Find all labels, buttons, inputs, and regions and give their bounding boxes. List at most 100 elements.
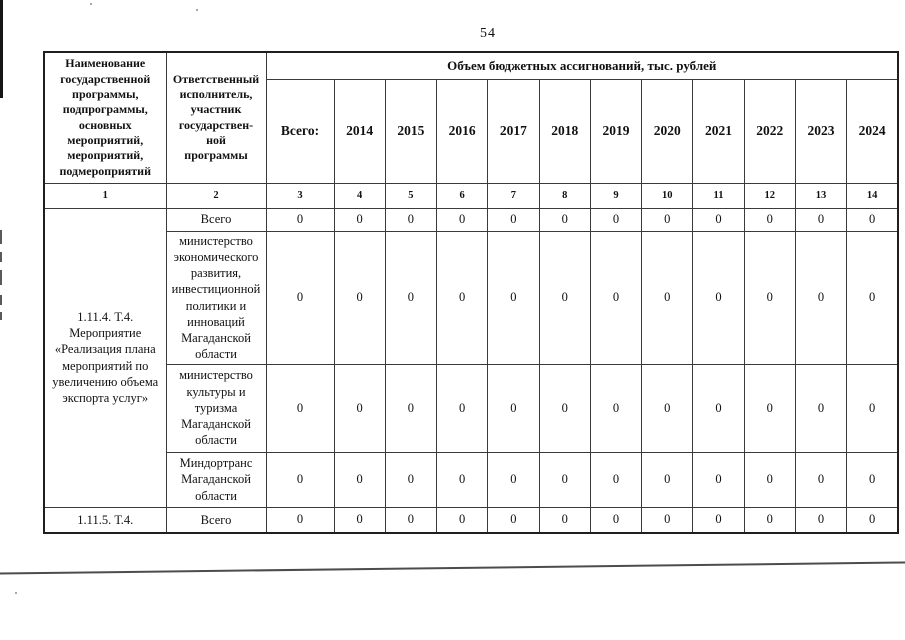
index-cell: 3 [265, 182, 335, 209]
value-cell: 0 [436, 207, 489, 232]
index-cell: 1 [43, 182, 167, 209]
value-cell: 0 [743, 230, 796, 365]
value-cell: 0 [743, 506, 796, 534]
value-cell: 0 [589, 363, 643, 453]
index-cell: 9 [589, 182, 643, 209]
scan-artifact-dash [0, 295, 2, 305]
budget-allocations-table: Наименование государственной программы, … [43, 51, 899, 534]
value-cell: 0 [265, 451, 335, 508]
value-cell: 0 [641, 230, 694, 365]
value-cell: 0 [487, 230, 540, 365]
header-program-column: Наименование государственной программы, … [43, 51, 167, 184]
value-cell: 0 [692, 506, 745, 534]
value-cell: 0 [384, 506, 438, 534]
header-year-2020: 2020 [641, 78, 694, 184]
value-cell: 0 [265, 506, 335, 534]
value-cell: 0 [589, 230, 643, 365]
value-cell: 0 [538, 230, 591, 365]
index-cell: 13 [794, 182, 848, 209]
value-cell: 0 [265, 230, 335, 365]
index-cell: 14 [846, 182, 899, 209]
value-cell: 0 [538, 506, 591, 534]
scan-artifact-dash [0, 312, 2, 320]
program-cell: 1.11.5. Т.4. [43, 506, 167, 534]
table-header-row-years: Всего: 2014 2015 2016 2017 2018 2019 202… [44, 78, 899, 184]
value-cell: 0 [384, 207, 438, 232]
value-cell: 0 [384, 230, 438, 365]
value-cell: 0 [846, 451, 899, 508]
header-year-2022: 2022 [743, 78, 796, 184]
value-cell: 0 [794, 207, 848, 232]
value-cell: 0 [846, 363, 899, 453]
value-cell: 0 [384, 451, 438, 508]
value-cell: 0 [333, 363, 386, 453]
executor-cell: министерство экономического развития, ин… [165, 230, 267, 365]
executor-cell: Всего [165, 207, 267, 232]
index-cell: 2 [165, 182, 267, 209]
value-cell: 0 [487, 451, 540, 508]
value-cell: 0 [794, 506, 848, 534]
value-cell: 0 [846, 506, 899, 534]
index-cell: 7 [487, 182, 540, 209]
table-index-row: 1 2 3 4 5 6 7 8 9 10 11 12 13 14 [43, 182, 899, 209]
executor-cell: Всего [165, 506, 267, 534]
value-cell: 0 [487, 207, 540, 232]
value-cell: 0 [692, 230, 745, 365]
value-cell: 0 [846, 207, 899, 232]
header-year-2018: 2018 [538, 78, 591, 184]
scan-speck [90, 3, 92, 5]
index-cell: 8 [538, 182, 591, 209]
header-year-2015: 2015 [384, 78, 438, 184]
header-year-2021: 2021 [692, 78, 745, 184]
scan-artifact-edge [0, 0, 3, 98]
value-cell: 0 [265, 207, 335, 232]
header-year-2019: 2019 [589, 78, 643, 184]
value-cell: 0 [589, 451, 643, 508]
value-cell: 0 [692, 451, 745, 508]
program-cell: 1.11.4. Т.4. Мероприятие «Реализация пла… [43, 207, 167, 508]
table-row: 1.11.4. Т.4. Мероприятие «Реализация пла… [43, 207, 899, 508]
value-cell: 0 [265, 363, 335, 453]
header-budget-span: Объем бюджетных ассигнований, тыс. рубле… [265, 51, 899, 80]
table-row: министерство культуры и туризма Магаданс… [44, 363, 899, 453]
value-cell: 0 [743, 363, 796, 453]
value-cell: 0 [538, 451, 591, 508]
index-cell: 12 [743, 182, 796, 209]
scan-speck [196, 9, 198, 11]
value-cell: 0 [743, 207, 796, 232]
table-row: министерство экономического развития, ин… [44, 230, 899, 365]
value-cell: 0 [794, 451, 848, 508]
table-row: Миндортранс Магаданской области 0 0 0 0 … [44, 451, 899, 508]
value-cell: 0 [436, 506, 489, 534]
value-cell: 0 [538, 363, 591, 453]
table-row: 1.11.5. Т.4. Всего 0 0 0 0 0 0 0 0 0 0 0… [43, 506, 899, 534]
header-year-2016: 2016 [436, 78, 489, 184]
value-cell: 0 [333, 230, 386, 365]
index-cell: 11 [692, 182, 745, 209]
scan-artifact-dash [0, 230, 2, 244]
header-executor-column: Ответственный исполнитель, участник госу… [165, 51, 267, 184]
header-total: Всего: [265, 78, 335, 184]
executor-cell: министерство культуры и туризма Магаданс… [165, 363, 267, 453]
value-cell: 0 [692, 207, 745, 232]
scan-artifact-dash [0, 270, 2, 285]
value-cell: 0 [333, 451, 386, 508]
value-cell: 0 [692, 363, 745, 453]
value-cell: 0 [743, 451, 796, 508]
executor-cell: Миндортранс Магаданской области [165, 451, 267, 508]
value-cell: 0 [384, 363, 438, 453]
value-cell: 0 [436, 230, 489, 365]
index-cell: 5 [384, 182, 438, 209]
header-year-2024: 2024 [846, 78, 899, 184]
page-number: 54 [480, 26, 496, 41]
value-cell: 0 [641, 451, 694, 508]
header-year-2014: 2014 [333, 78, 386, 184]
value-cell: 0 [436, 363, 489, 453]
value-cell: 0 [589, 506, 643, 534]
value-cell: 0 [436, 451, 489, 508]
value-cell: 0 [333, 506, 386, 534]
value-cell: 0 [641, 506, 694, 534]
value-cell: 0 [589, 207, 643, 232]
index-cell: 10 [641, 182, 694, 209]
